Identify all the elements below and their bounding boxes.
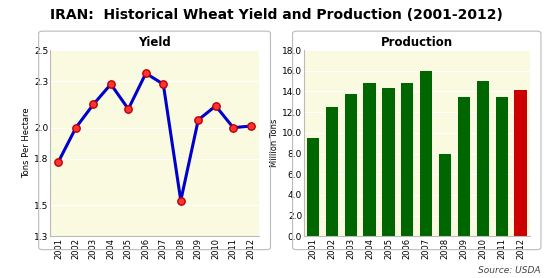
Point: [229, 125, 237, 130]
Text: IRAN:  Historical Wheat Yield and Production (2001-2012): IRAN: Historical Wheat Yield and Product…: [50, 8, 502, 22]
Bar: [439, 154, 451, 236]
Bar: [420, 71, 432, 236]
Bar: [496, 96, 508, 236]
Point: [246, 124, 255, 128]
Title: Production: Production: [381, 36, 453, 49]
Bar: [363, 83, 376, 236]
Point: [176, 198, 185, 203]
Bar: [307, 138, 319, 236]
Bar: [344, 93, 357, 236]
Point: [141, 71, 150, 76]
Point: [107, 82, 115, 86]
Bar: [476, 81, 489, 236]
Y-axis label: Million Tons: Million Tons: [270, 119, 279, 167]
Point: [89, 102, 98, 106]
Bar: [514, 90, 527, 236]
Point: [124, 107, 132, 111]
Point: [159, 82, 168, 86]
Y-axis label: Tons Per Hectare: Tons Per Hectare: [22, 108, 31, 178]
Bar: [458, 96, 470, 236]
Bar: [383, 88, 395, 236]
Point: [72, 125, 81, 130]
Bar: [401, 83, 413, 236]
Point: [211, 104, 220, 108]
Point: [194, 118, 203, 122]
Point: [54, 160, 63, 164]
Text: Source: USDA: Source: USDA: [479, 266, 541, 275]
Bar: [326, 107, 338, 236]
Title: Yield: Yield: [138, 36, 171, 49]
